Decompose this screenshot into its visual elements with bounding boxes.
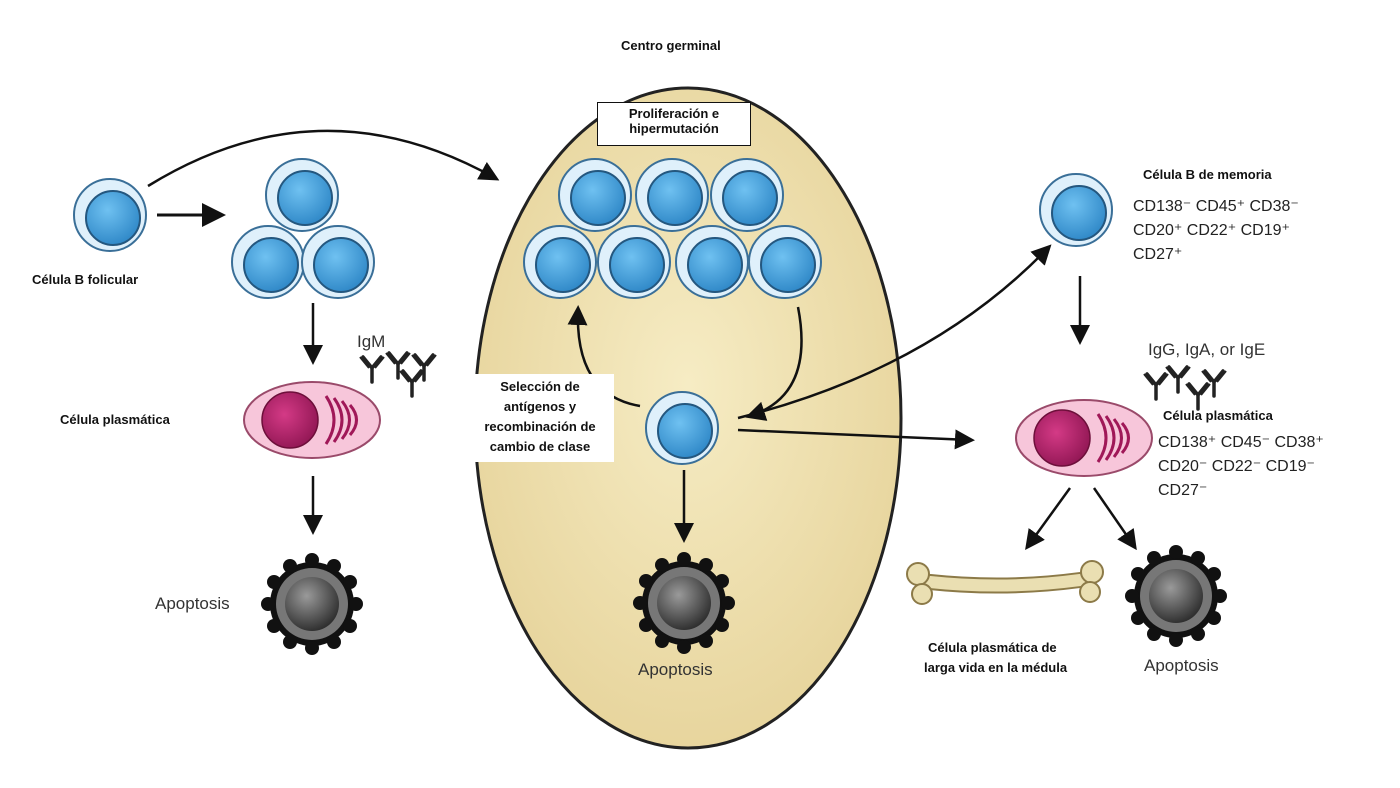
- gc-title: Centro germinal: [621, 38, 721, 53]
- bone-marrow-icon: [906, 560, 1104, 605]
- plasma-markers-2: CD20⁻ CD22⁻ CD19⁻: [1158, 458, 1315, 475]
- right-plasma-cell: [1014, 398, 1154, 478]
- igm-label: IgM: [357, 332, 386, 351]
- gc-selected-cell: [645, 391, 719, 465]
- arrow-gc-to-memory: [737, 244, 1052, 420]
- plasma-markers-3: CD27⁻: [1158, 482, 1208, 499]
- left-cell-cluster: [231, 158, 375, 299]
- long-lived-label-1: Célula plasmática de: [928, 640, 1057, 655]
- selection-line1: Selección de: [500, 379, 580, 394]
- memory-markers-1: CD138⁻ CD45⁺ CD38⁻: [1133, 198, 1299, 215]
- memory-b-cell: [1039, 173, 1113, 247]
- arrow-plasma-to-bone: [1025, 487, 1072, 551]
- arrow-follicular-to-gc: [147, 129, 500, 188]
- long-lived-label-2: larga vida en la médula: [924, 660, 1068, 675]
- memory-b-title: Célula B de memoria: [1143, 167, 1272, 182]
- selection-line4: cambio de clase: [489, 439, 591, 454]
- gc-apoptosis-label: Apoptosis: [638, 660, 713, 679]
- left-plasma-cell: [242, 380, 382, 460]
- memory-markers-3: CD27⁺: [1133, 246, 1183, 263]
- follicular-b-cell: [73, 178, 147, 252]
- right-apoptosis-label: Apoptosis: [1144, 656, 1219, 675]
- arrow-gc-to-plasma-right: [737, 428, 975, 450]
- right-plasma-title: Célula plasmática: [1163, 408, 1273, 423]
- proliferation-line2: hipermutación: [629, 121, 719, 136]
- selection-line2: antígenos y: [503, 399, 577, 414]
- memory-markers-2: CD20⁺ CD22⁺ CD19⁺: [1133, 222, 1290, 239]
- follicular-b-label: Célula B folicular: [32, 272, 139, 287]
- left-apoptosis-label: Apoptosis: [155, 594, 230, 613]
- selection-box: Selección de antígenos y recombinación d…: [466, 374, 614, 462]
- right-apoptotic-cell: [1125, 545, 1227, 647]
- arrow-plasma-to-apoptosis-right: [1092, 487, 1137, 551]
- left-apoptotic-cell: [261, 553, 363, 655]
- plasma-markers-1: CD138⁺ CD45⁻ CD38⁺: [1158, 434, 1324, 451]
- igg-iga-ige-label: IgG, IgA, or IgE: [1148, 340, 1266, 359]
- igg-iga-ige-antibodies: [1142, 365, 1228, 411]
- proliferation-box: Proliferación e hipermutación: [597, 102, 751, 146]
- selection-line3: recombinación de: [484, 419, 596, 434]
- proliferation-line1: Proliferación e: [628, 106, 720, 121]
- left-plasma-label: Célula plasmática: [60, 412, 170, 427]
- igm-antibodies: [358, 351, 438, 398]
